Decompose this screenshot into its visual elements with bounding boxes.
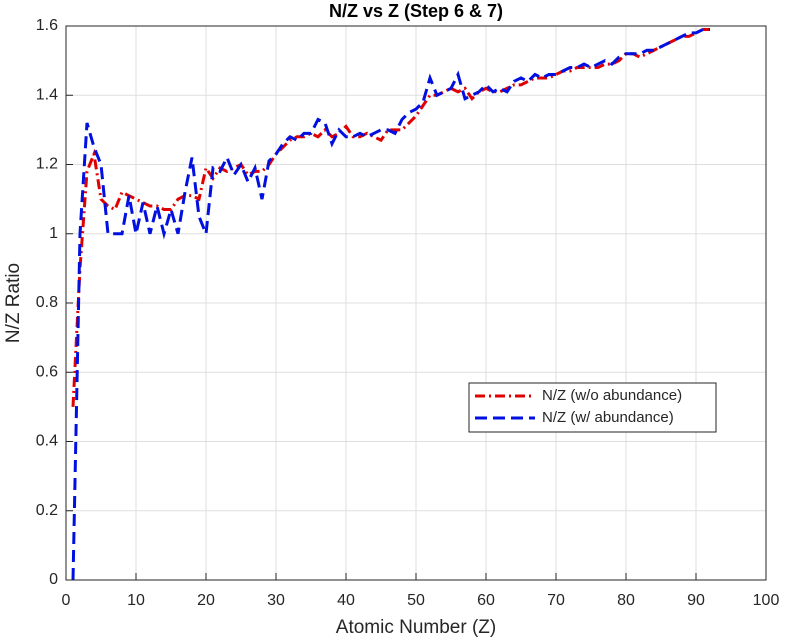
y-tick-label: 1 — [49, 225, 58, 242]
series-line — [71, 27, 710, 407]
y-tick-label: 0.2 — [36, 502, 58, 519]
y-tick-label: 0.6 — [36, 363, 58, 380]
chart-title: N/Z vs Z (Step 6 & 7) — [329, 1, 503, 21]
y-axis-label: N/Z Ratio — [3, 263, 24, 343]
y-tick-label: 0.8 — [36, 294, 58, 311]
legend: N/Z (w/o abundance) N/Z (w/ abundance) — [468, 382, 717, 433]
y-tick-label: 1.4 — [36, 86, 58, 103]
x-tick-label: 80 — [617, 592, 635, 609]
x-tick-label: 90 — [687, 592, 705, 609]
x-tick-label: 30 — [267, 592, 285, 609]
y-tick-label: 0.4 — [36, 433, 58, 450]
x-tick-label: 60 — [477, 592, 495, 609]
x-tick-label: 100 — [753, 592, 780, 609]
y-tick-label: 0 — [49, 571, 58, 588]
x-axis-label: Atomic Number (Z) — [336, 617, 496, 638]
legend-box — [468, 382, 717, 433]
legend-label: N/Z (w/ abundance) — [542, 409, 674, 426]
axes-box — [65, 25, 767, 581]
series-line — [71, 27, 710, 581]
legend-label: N/Z (w/o abundance) — [542, 387, 682, 404]
y-tick-label: 1.2 — [36, 156, 58, 173]
x-tick-label: 0 — [62, 592, 71, 609]
x-tick-label: 40 — [337, 592, 355, 609]
x-tick-label: 20 — [197, 592, 215, 609]
x-tick-label: 70 — [547, 592, 565, 609]
x-tick-label: 50 — [407, 592, 425, 609]
y-tick-label: 1.6 — [36, 17, 58, 34]
x-tick-label: 10 — [127, 592, 145, 609]
